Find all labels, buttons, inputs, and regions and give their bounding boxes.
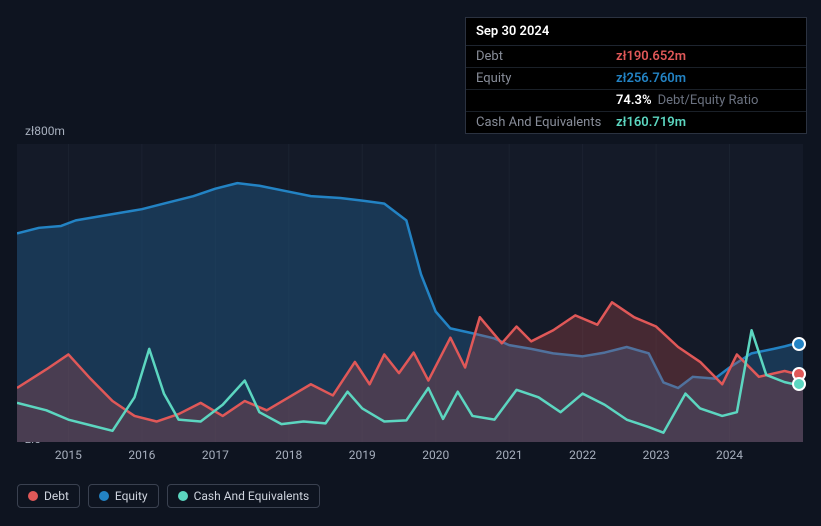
tooltip-key: Equity: [476, 71, 616, 86]
x-tick-2018: 2018: [275, 448, 302, 462]
legend-item-debt[interactable]: Debt: [17, 484, 80, 508]
tooltip-value: zł190.652m: [616, 49, 686, 64]
tooltip-value: 74.3%Debt/Equity Ratio: [616, 93, 758, 108]
legend-item-equity[interactable]: Equity: [88, 484, 159, 508]
legend-dot-icon: [28, 491, 38, 501]
tooltip-key: Debt: [476, 49, 616, 64]
tooltip-row: 74.3%Debt/Equity Ratio: [466, 90, 806, 112]
x-tick-2016: 2016: [128, 448, 155, 462]
chart-tooltip: Sep 30 2024 Debtzł190.652mEquityzł256.76…: [465, 17, 807, 134]
y-axis-max-label: zł800m: [25, 124, 65, 138]
x-tick-2015: 2015: [55, 448, 82, 462]
end-marker-cash: [792, 377, 806, 391]
x-tick-2017: 2017: [202, 448, 229, 462]
end-marker-equity: [792, 337, 806, 351]
tooltip-key: Cash And Equivalents: [476, 115, 616, 130]
x-tick-2024: 2024: [716, 448, 743, 462]
tooltip-row: Cash And Equivalentszł160.719m: [466, 112, 806, 133]
x-tick-2022: 2022: [569, 448, 596, 462]
legend-dot-icon: [99, 491, 109, 501]
legend-item-cash[interactable]: Cash And Equivalents: [167, 484, 321, 508]
legend-label: Equity: [115, 489, 148, 503]
tooltip-value: zł160.719m: [616, 115, 686, 130]
financials-chart[interactable]: [17, 144, 803, 442]
x-tick-2021: 2021: [496, 448, 523, 462]
tooltip-row: Debtzł190.652m: [466, 46, 806, 68]
x-tick-2023: 2023: [643, 448, 670, 462]
legend-dot-icon: [178, 491, 188, 501]
tooltip-row: Equityzł256.760m: [466, 68, 806, 90]
x-tick-2020: 2020: [422, 448, 449, 462]
tooltip-date: Sep 30 2024: [466, 18, 806, 46]
legend-label: Cash And Equivalents: [194, 489, 310, 503]
legend-label: Debt: [44, 489, 69, 503]
x-axis: 2015 2016 2017 2018 2019 2020 2021 2022 2023 2024: [17, 448, 803, 468]
tooltip-key: [476, 93, 616, 108]
chart-legend: Debt Equity Cash And Equivalents: [17, 484, 320, 508]
tooltip-sublabel: Debt/Equity Ratio: [658, 93, 759, 108]
tooltip-value: zł256.760m: [616, 71, 686, 86]
x-tick-2019: 2019: [349, 448, 376, 462]
